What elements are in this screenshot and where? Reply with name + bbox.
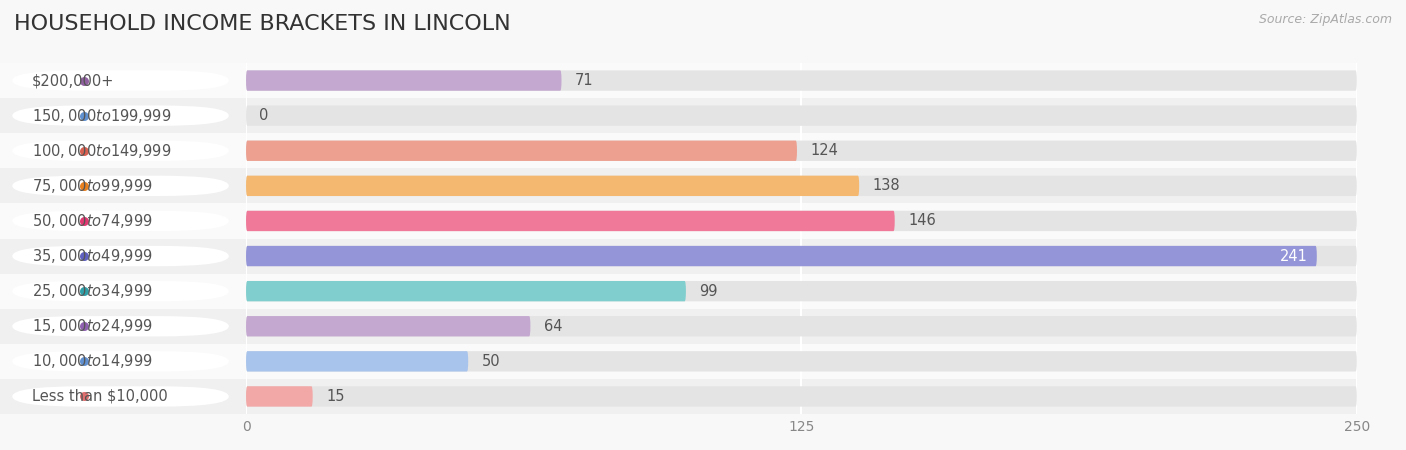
- FancyBboxPatch shape: [13, 351, 229, 372]
- Bar: [0, 63, 1357, 98]
- FancyBboxPatch shape: [13, 246, 229, 266]
- FancyBboxPatch shape: [246, 105, 1357, 126]
- FancyBboxPatch shape: [246, 70, 561, 91]
- Text: HOUSEHOLD INCOME BRACKETS IN LINCOLN: HOUSEHOLD INCOME BRACKETS IN LINCOLN: [14, 14, 510, 33]
- Text: $25,000 to $34,999: $25,000 to $34,999: [32, 282, 153, 300]
- Bar: [0, 344, 1357, 379]
- Bar: [0, 379, 1230, 414]
- Bar: [0, 98, 1230, 133]
- FancyBboxPatch shape: [246, 281, 686, 302]
- FancyBboxPatch shape: [246, 211, 894, 231]
- FancyBboxPatch shape: [13, 140, 229, 161]
- FancyBboxPatch shape: [13, 105, 229, 126]
- Text: 124: 124: [810, 143, 838, 158]
- Bar: [0, 168, 1357, 203]
- FancyBboxPatch shape: [246, 386, 1357, 407]
- FancyBboxPatch shape: [246, 211, 1357, 231]
- Bar: [0, 238, 1230, 274]
- Bar: [0, 344, 1230, 379]
- FancyBboxPatch shape: [246, 70, 1357, 91]
- Text: Source: ZipAtlas.com: Source: ZipAtlas.com: [1258, 14, 1392, 27]
- FancyBboxPatch shape: [246, 176, 1357, 196]
- FancyBboxPatch shape: [246, 351, 468, 372]
- FancyBboxPatch shape: [246, 140, 1357, 161]
- Bar: [0, 309, 1230, 344]
- FancyBboxPatch shape: [246, 246, 1357, 266]
- Text: $150,000 to $199,999: $150,000 to $199,999: [32, 107, 172, 125]
- Bar: [0, 63, 1230, 98]
- FancyBboxPatch shape: [13, 281, 229, 302]
- Bar: [0, 274, 1357, 309]
- Text: $10,000 to $14,999: $10,000 to $14,999: [32, 352, 153, 370]
- Bar: [0, 309, 1357, 344]
- Text: $35,000 to $49,999: $35,000 to $49,999: [32, 247, 153, 265]
- Text: $50,000 to $74,999: $50,000 to $74,999: [32, 212, 153, 230]
- Bar: [0, 168, 1230, 203]
- Bar: [0, 133, 1357, 168]
- FancyBboxPatch shape: [246, 140, 797, 161]
- Text: 99: 99: [699, 284, 717, 299]
- Text: Less than $10,000: Less than $10,000: [32, 389, 167, 404]
- Bar: [0, 379, 1357, 414]
- Text: 71: 71: [575, 73, 593, 88]
- Bar: [0, 203, 1230, 238]
- Text: 146: 146: [908, 213, 936, 229]
- Bar: [0, 238, 1357, 274]
- FancyBboxPatch shape: [13, 211, 229, 231]
- FancyBboxPatch shape: [246, 316, 530, 337]
- Text: 241: 241: [1279, 248, 1308, 264]
- Bar: [0, 203, 1357, 238]
- Text: $100,000 to $149,999: $100,000 to $149,999: [32, 142, 172, 160]
- Text: 15: 15: [326, 389, 344, 404]
- FancyBboxPatch shape: [13, 176, 229, 196]
- Bar: [0, 274, 1230, 309]
- Text: 64: 64: [544, 319, 562, 334]
- Text: $15,000 to $24,999: $15,000 to $24,999: [32, 317, 153, 335]
- FancyBboxPatch shape: [246, 246, 1317, 266]
- FancyBboxPatch shape: [246, 281, 1357, 302]
- Bar: [0, 133, 1230, 168]
- FancyBboxPatch shape: [13, 70, 229, 91]
- Text: 138: 138: [873, 178, 900, 194]
- Text: 0: 0: [259, 108, 269, 123]
- Text: $200,000+: $200,000+: [32, 73, 114, 88]
- Bar: [0, 98, 1357, 133]
- Text: $75,000 to $99,999: $75,000 to $99,999: [32, 177, 153, 195]
- FancyBboxPatch shape: [246, 316, 1357, 337]
- FancyBboxPatch shape: [246, 386, 312, 407]
- FancyBboxPatch shape: [13, 386, 229, 407]
- FancyBboxPatch shape: [246, 351, 1357, 372]
- FancyBboxPatch shape: [246, 176, 859, 196]
- FancyBboxPatch shape: [13, 316, 229, 337]
- Text: 50: 50: [481, 354, 501, 369]
